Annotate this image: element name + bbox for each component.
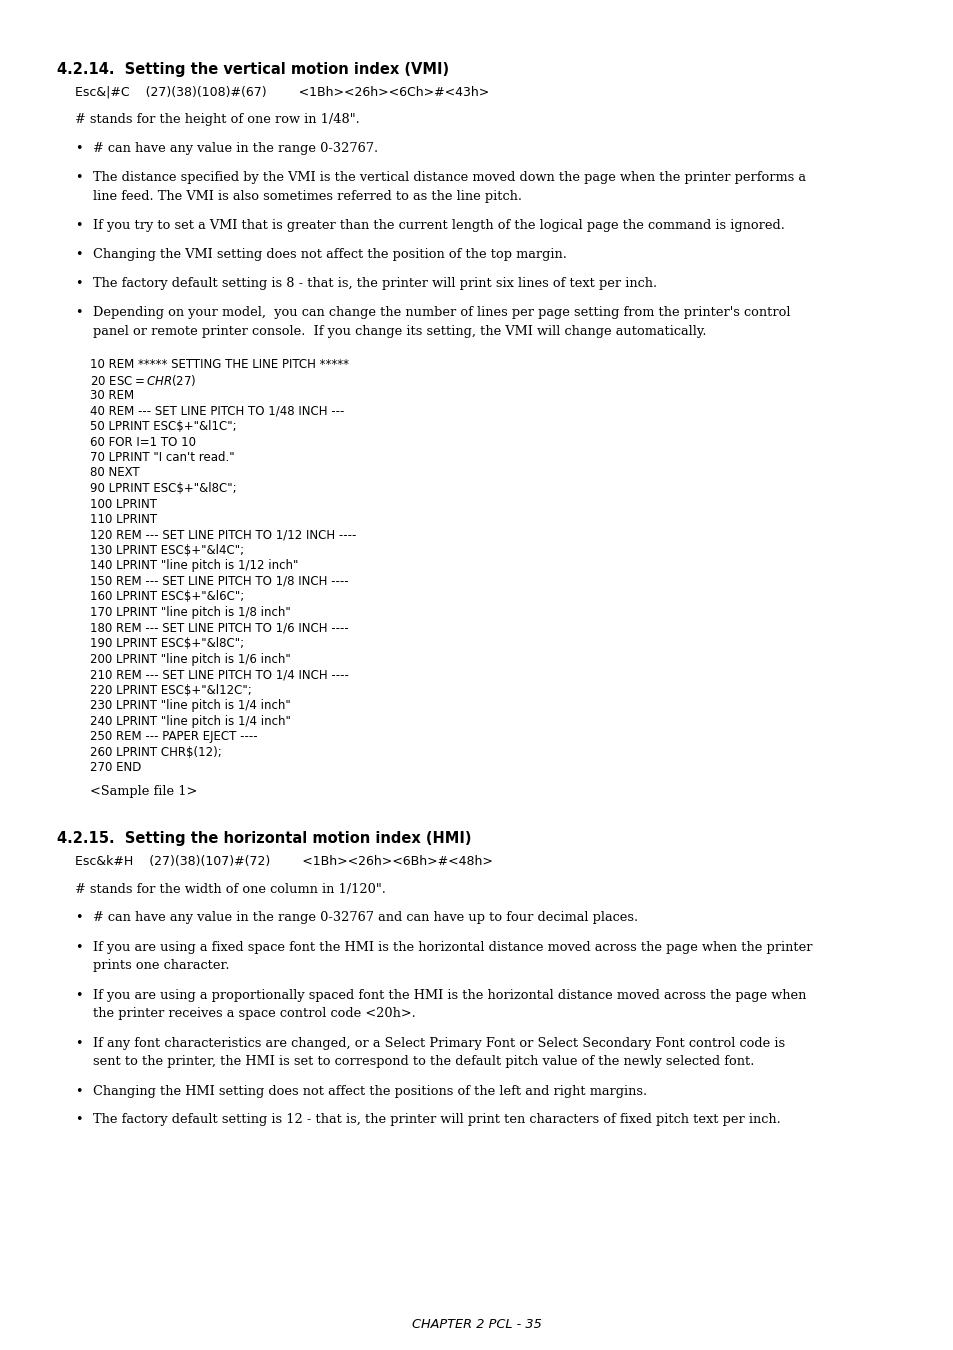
Text: 150 REM --- SET LINE PITCH TO 1/8 INCH ----: 150 REM --- SET LINE PITCH TO 1/8 INCH -… — [90, 575, 348, 589]
Text: <Sample file 1>: <Sample file 1> — [90, 784, 197, 798]
Text: 200 LPRINT "line pitch is 1/6 inch": 200 LPRINT "line pitch is 1/6 inch" — [90, 652, 291, 666]
Text: If you are using a fixed space font the HMI is the horizontal distance moved acr: If you are using a fixed space font the … — [92, 941, 812, 953]
Text: •: • — [75, 171, 82, 184]
Text: 100 LPRINT: 100 LPRINT — [90, 498, 157, 510]
Text: If you try to set a VMI that is greater than the current length of the logical p: If you try to set a VMI that is greater … — [92, 219, 784, 232]
Text: If any font characteristics are changed, or a Select Primary Font or Select Seco: If any font characteristics are changed,… — [92, 1037, 784, 1049]
Text: 50 LPRINT ESC$+"&l1C";: 50 LPRINT ESC$+"&l1C"; — [90, 420, 236, 433]
Text: 210 REM --- SET LINE PITCH TO 1/4 INCH ----: 210 REM --- SET LINE PITCH TO 1/4 INCH -… — [90, 668, 349, 680]
Text: 30 REM: 30 REM — [90, 389, 134, 402]
Text: •: • — [75, 941, 82, 953]
Text: 220 LPRINT ESC$+"&l12C";: 220 LPRINT ESC$+"&l12C"; — [90, 683, 252, 697]
Text: •: • — [75, 142, 82, 155]
Text: the printer receives a space control code <20h>.: the printer receives a space control cod… — [92, 1007, 416, 1021]
Text: Changing the VMI setting does not affect the position of the top margin.: Changing the VMI setting does not affect… — [92, 248, 566, 261]
Text: Changing the HMI setting does not affect the positions of the left and right mar: Changing the HMI setting does not affect… — [92, 1084, 646, 1098]
Text: CHAPTER 2 PCL - 35: CHAPTER 2 PCL - 35 — [412, 1318, 541, 1331]
Text: If you are using a proportionally spaced font the HMI is the horizontal distance: If you are using a proportionally spaced… — [92, 988, 805, 1002]
Text: 70 LPRINT "I can't read.": 70 LPRINT "I can't read." — [90, 451, 234, 464]
Text: 180 REM --- SET LINE PITCH TO 1/6 INCH ----: 180 REM --- SET LINE PITCH TO 1/6 INCH -… — [90, 621, 349, 634]
Text: Depending on your model,  you can change the number of lines per page setting fr: Depending on your model, you can change … — [92, 306, 790, 319]
Text: # stands for the width of one column in 1/120".: # stands for the width of one column in … — [75, 883, 385, 895]
Text: Esc&k#H    (27)(38)(107)#(72)        <1Bh><26h><6Bh>#<48h>: Esc&k#H (27)(38)(107)#(72) <1Bh><26h><6B… — [75, 856, 493, 868]
Text: # can have any value in the range 0-32767 and can have up to four decimal places: # can have any value in the range 0-3276… — [92, 911, 638, 925]
Text: 240 LPRINT "line pitch is 1/4 inch": 240 LPRINT "line pitch is 1/4 inch" — [90, 714, 291, 728]
Text: 4.2.14.  Setting the vertical motion index (VMI): 4.2.14. Setting the vertical motion inde… — [57, 62, 449, 77]
Text: 190 LPRINT ESC$+"&l8C";: 190 LPRINT ESC$+"&l8C"; — [90, 637, 244, 649]
Text: •: • — [75, 1084, 82, 1098]
Text: # can have any value in the range 0-32767.: # can have any value in the range 0-3276… — [92, 142, 377, 155]
Text: The factory default setting is 12 - that is, the printer will print ten characte: The factory default setting is 12 - that… — [92, 1114, 780, 1126]
Text: 270 END: 270 END — [90, 761, 141, 774]
Text: 110 LPRINT: 110 LPRINT — [90, 513, 157, 526]
Text: 140 LPRINT "line pitch is 1/12 inch": 140 LPRINT "line pitch is 1/12 inch" — [90, 559, 298, 572]
Text: prints one character.: prints one character. — [92, 960, 230, 972]
Text: 20 ESC$=CHR$(27): 20 ESC$=CHR$(27) — [90, 374, 196, 389]
Text: •: • — [75, 911, 82, 925]
Text: •: • — [75, 1114, 82, 1126]
Text: 130 LPRINT ESC$+"&l4C";: 130 LPRINT ESC$+"&l4C"; — [90, 544, 244, 558]
Text: 160 LPRINT ESC$+"&l6C";: 160 LPRINT ESC$+"&l6C"; — [90, 590, 244, 603]
Text: The distance specified by the VMI is the vertical distance moved down the page w: The distance specified by the VMI is the… — [92, 171, 805, 184]
Text: Esc&|#C    (27)(38)(108)#(67)        <1Bh><26h><6Ch>#<43h>: Esc&|#C (27)(38)(108)#(67) <1Bh><26h><6C… — [75, 86, 489, 99]
Text: 230 LPRINT "line pitch is 1/4 inch": 230 LPRINT "line pitch is 1/4 inch" — [90, 699, 291, 711]
Text: 80 NEXT: 80 NEXT — [90, 467, 139, 479]
Text: •: • — [75, 277, 82, 290]
Text: •: • — [75, 248, 82, 261]
Text: # stands for the height of one row in 1/48".: # stands for the height of one row in 1/… — [75, 113, 359, 126]
Text: panel or remote printer console.  If you change its setting, the VMI will change: panel or remote printer console. If you … — [92, 325, 706, 338]
Text: •: • — [75, 219, 82, 232]
Text: 170 LPRINT "line pitch is 1/8 inch": 170 LPRINT "line pitch is 1/8 inch" — [90, 606, 291, 620]
Text: 10 REM ***** SETTING THE LINE PITCH *****: 10 REM ***** SETTING THE LINE PITCH ****… — [90, 358, 349, 371]
Text: 4.2.15.  Setting the horizontal motion index (HMI): 4.2.15. Setting the horizontal motion in… — [57, 832, 471, 846]
Text: 250 REM --- PAPER EJECT ----: 250 REM --- PAPER EJECT ---- — [90, 730, 257, 742]
Text: •: • — [75, 1037, 82, 1049]
Text: 40 REM --- SET LINE PITCH TO 1/48 INCH ---: 40 REM --- SET LINE PITCH TO 1/48 INCH -… — [90, 405, 344, 417]
Text: •: • — [75, 988, 82, 1002]
Text: sent to the printer, the HMI is set to correspond to the default pitch value of : sent to the printer, the HMI is set to c… — [92, 1056, 754, 1068]
Text: 260 LPRINT CHR$(12);: 260 LPRINT CHR$(12); — [90, 745, 221, 759]
Text: line feed. The VMI is also sometimes referred to as the line pitch.: line feed. The VMI is also sometimes ref… — [92, 190, 521, 202]
Text: 60 FOR I=1 TO 10: 60 FOR I=1 TO 10 — [90, 436, 195, 448]
Text: The factory default setting is 8 - that is, the printer will print six lines of : The factory default setting is 8 - that … — [92, 277, 657, 290]
Text: •: • — [75, 306, 82, 319]
Text: 120 REM --- SET LINE PITCH TO 1/12 INCH ----: 120 REM --- SET LINE PITCH TO 1/12 INCH … — [90, 528, 356, 541]
Text: 90 LPRINT ESC$+"&l8C";: 90 LPRINT ESC$+"&l8C"; — [90, 482, 236, 495]
